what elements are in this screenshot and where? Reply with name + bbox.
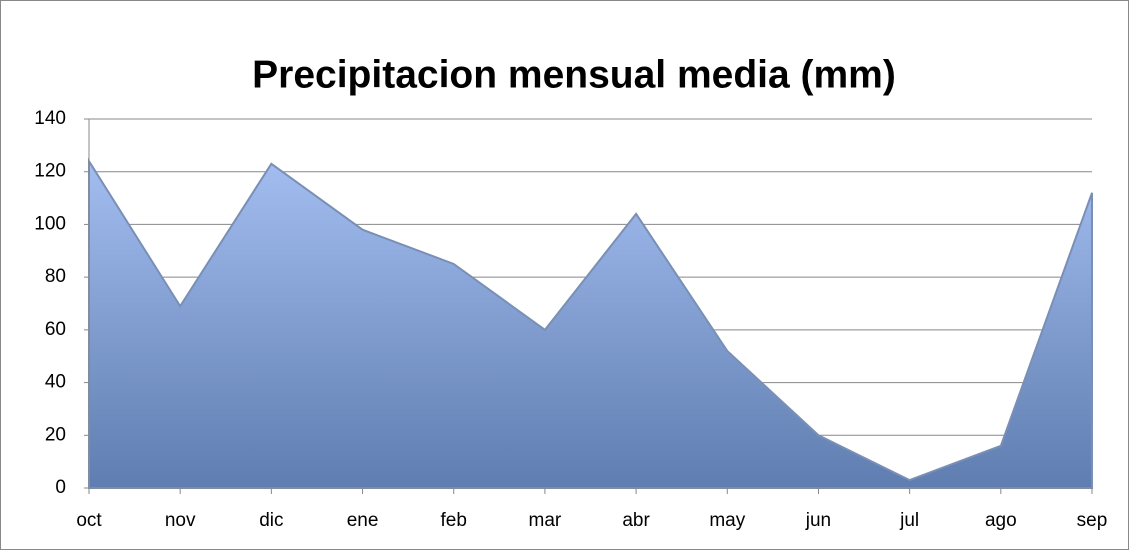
x-tick-label: nov (165, 510, 196, 531)
y-tick-label: 60 (45, 319, 66, 340)
y-tick-label: 40 (45, 372, 66, 393)
x-tick-label: oct (76, 510, 102, 531)
x-tick-label: jun (805, 510, 831, 531)
area (88, 157, 1093, 489)
y-tick-label: 140 (34, 108, 66, 129)
x-tick-label: dic (259, 510, 283, 531)
x-tick-label: feb (441, 510, 467, 531)
x-tick-label: abr (622, 510, 650, 531)
x-tick-label: ago (985, 510, 1017, 531)
y-tick-label: 120 (34, 161, 66, 182)
x-tick-label: jul (899, 510, 919, 531)
x-tick-label: sep (1077, 510, 1108, 531)
y-tick-label: 20 (45, 424, 66, 445)
y-tick-label: 0 (55, 477, 66, 498)
x-tick-label: may (709, 510, 745, 531)
x-tick-label: ene (347, 510, 379, 531)
y-tick-label: 80 (45, 266, 66, 287)
y-tick-label: 100 (34, 213, 66, 234)
x-tick-label: mar (529, 510, 562, 531)
chart-title: Precipitacion mensual media (mm) (252, 53, 896, 96)
